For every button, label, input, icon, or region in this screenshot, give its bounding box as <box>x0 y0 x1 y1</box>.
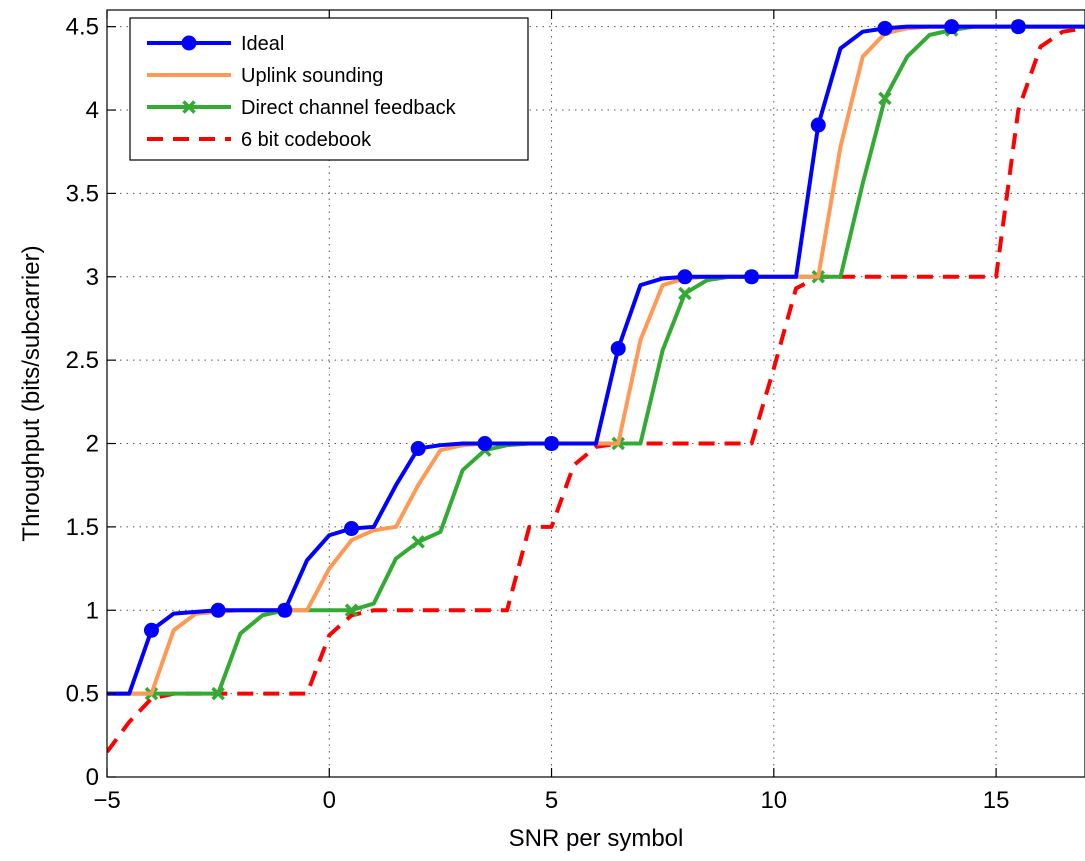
y-tick-label: 0 <box>86 764 99 791</box>
series-marker-ideal <box>477 436 493 452</box>
y-tick-label: 1.5 <box>66 514 99 541</box>
legend-label-ideal: Ideal <box>241 33 284 55</box>
series-marker-direct-channel-feedback <box>678 286 692 301</box>
x-tick-label: 10 <box>760 787 787 814</box>
series-marker-ideal <box>1010 19 1026 35</box>
series-marker-ideal <box>544 436 560 452</box>
y-tick-label: 0.5 <box>66 681 99 708</box>
y-tick-label: 2 <box>86 431 99 458</box>
x-tick-label: −5 <box>93 787 120 814</box>
y-tick-label: 3.5 <box>66 180 99 207</box>
series-marker-direct-channel-feedback <box>411 535 425 549</box>
series-marker-ideal <box>143 622 159 638</box>
y-tick-label: 2.5 <box>66 347 99 374</box>
y-tick-label: 4.5 <box>66 14 99 41</box>
legend: Ideal Uplink sounding Direct channel feedb… <box>129 17 529 161</box>
plot-frame <box>106 9 1085 778</box>
series-marker-direct-channel-feedback <box>344 603 359 617</box>
series-marker-direct-channel-feedback-stroke <box>678 286 692 301</box>
x-tick-label: 15 <box>983 787 1010 814</box>
series-marker-ideal <box>810 117 826 133</box>
series-line-ideal <box>107 24 1085 696</box>
y-tick-label: 3 <box>86 264 99 291</box>
legend-marker-direct-channel-feedback-stroke <box>182 100 196 114</box>
legend-label-uplink-sounding: Uplink sounding <box>241 65 383 87</box>
y-tick-label: 1 <box>86 597 99 624</box>
x-axis-title: SNR per symbol <box>509 825 684 852</box>
series-marker-ideal <box>210 602 226 618</box>
y-axis-title: Throughput (bits/subcarrier) <box>18 245 45 541</box>
series-marker-ideal <box>610 340 626 356</box>
series-marker-ideal <box>277 602 293 618</box>
series-marker-ideal <box>344 521 359 537</box>
series-marker-direct-channel-feedback <box>211 686 225 701</box>
series-marker-direct-channel-feedback-stroke <box>344 603 359 617</box>
series-marker-ideal <box>410 441 426 457</box>
series-marker-direct-channel-feedback-stroke <box>211 686 225 701</box>
series-marker-ideal <box>877 20 893 36</box>
legend-label-6-bit-codebook: 6 bit codebook <box>241 129 372 151</box>
series-marker-ideal <box>944 19 960 35</box>
y-tick-label: 4 <box>86 97 99 124</box>
series-marker-direct-channel-feedback <box>878 91 892 106</box>
series-lines <box>107 19 1085 754</box>
series-marker-ideal <box>677 269 693 285</box>
legend-label-direct-channel-feedback: Direct channel feedback <box>241 97 457 119</box>
legend-marker-direct-channel-feedback <box>182 100 196 114</box>
series-marker-ideal <box>744 269 760 285</box>
x-tick-label: 5 <box>545 787 558 814</box>
series-marker-direct-channel-feedback-stroke <box>878 91 892 106</box>
series-marker-direct-channel-feedback-stroke <box>411 535 425 549</box>
legend-marker-ideal <box>181 35 197 51</box>
x-tick-label: 0 <box>323 787 336 814</box>
